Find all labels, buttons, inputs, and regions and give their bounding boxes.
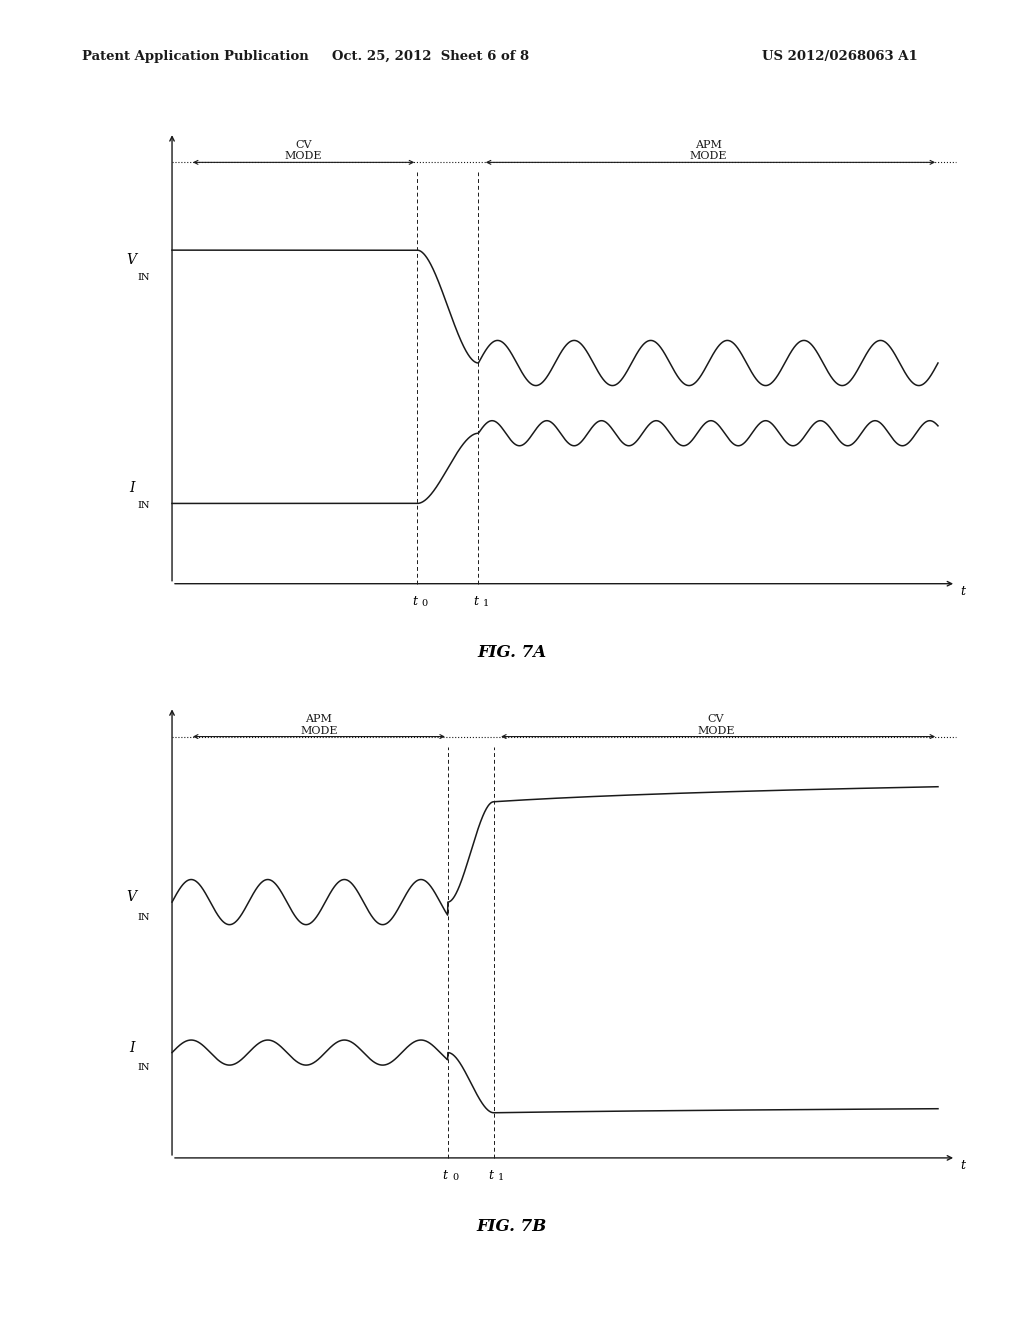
Text: MODE: MODE bbox=[689, 152, 727, 161]
Text: V: V bbox=[127, 890, 136, 904]
Text: Oct. 25, 2012  Sheet 6 of 8: Oct. 25, 2012 Sheet 6 of 8 bbox=[332, 50, 528, 63]
Text: CV: CV bbox=[708, 714, 724, 723]
Text: IN: IN bbox=[137, 912, 150, 921]
Text: APM: APM bbox=[305, 714, 333, 723]
Text: t: t bbox=[412, 595, 417, 607]
Text: 1: 1 bbox=[483, 599, 489, 609]
Text: MODE: MODE bbox=[697, 726, 734, 735]
Text: IN: IN bbox=[137, 502, 150, 511]
Text: CV: CV bbox=[295, 140, 312, 149]
Text: t: t bbox=[488, 1170, 494, 1181]
Text: MODE: MODE bbox=[300, 726, 338, 735]
Text: 0: 0 bbox=[453, 1173, 459, 1183]
Text: MODE: MODE bbox=[285, 152, 323, 161]
Text: t: t bbox=[473, 595, 478, 607]
Text: IN: IN bbox=[137, 273, 150, 282]
Text: FIG. 7B: FIG. 7B bbox=[477, 1218, 547, 1236]
Text: 0: 0 bbox=[422, 599, 428, 609]
Text: t: t bbox=[442, 1170, 447, 1181]
Text: t: t bbox=[961, 585, 966, 598]
Text: I: I bbox=[129, 1040, 134, 1055]
Text: t: t bbox=[961, 1159, 966, 1172]
Text: I: I bbox=[129, 482, 134, 495]
Text: FIG. 7A: FIG. 7A bbox=[477, 644, 547, 661]
Text: APM: APM bbox=[694, 140, 722, 149]
Text: V: V bbox=[127, 253, 136, 267]
Text: Patent Application Publication: Patent Application Publication bbox=[82, 50, 308, 63]
Text: US 2012/0268063 A1: US 2012/0268063 A1 bbox=[762, 50, 918, 63]
Text: 1: 1 bbox=[499, 1173, 505, 1183]
Text: IN: IN bbox=[137, 1063, 150, 1072]
